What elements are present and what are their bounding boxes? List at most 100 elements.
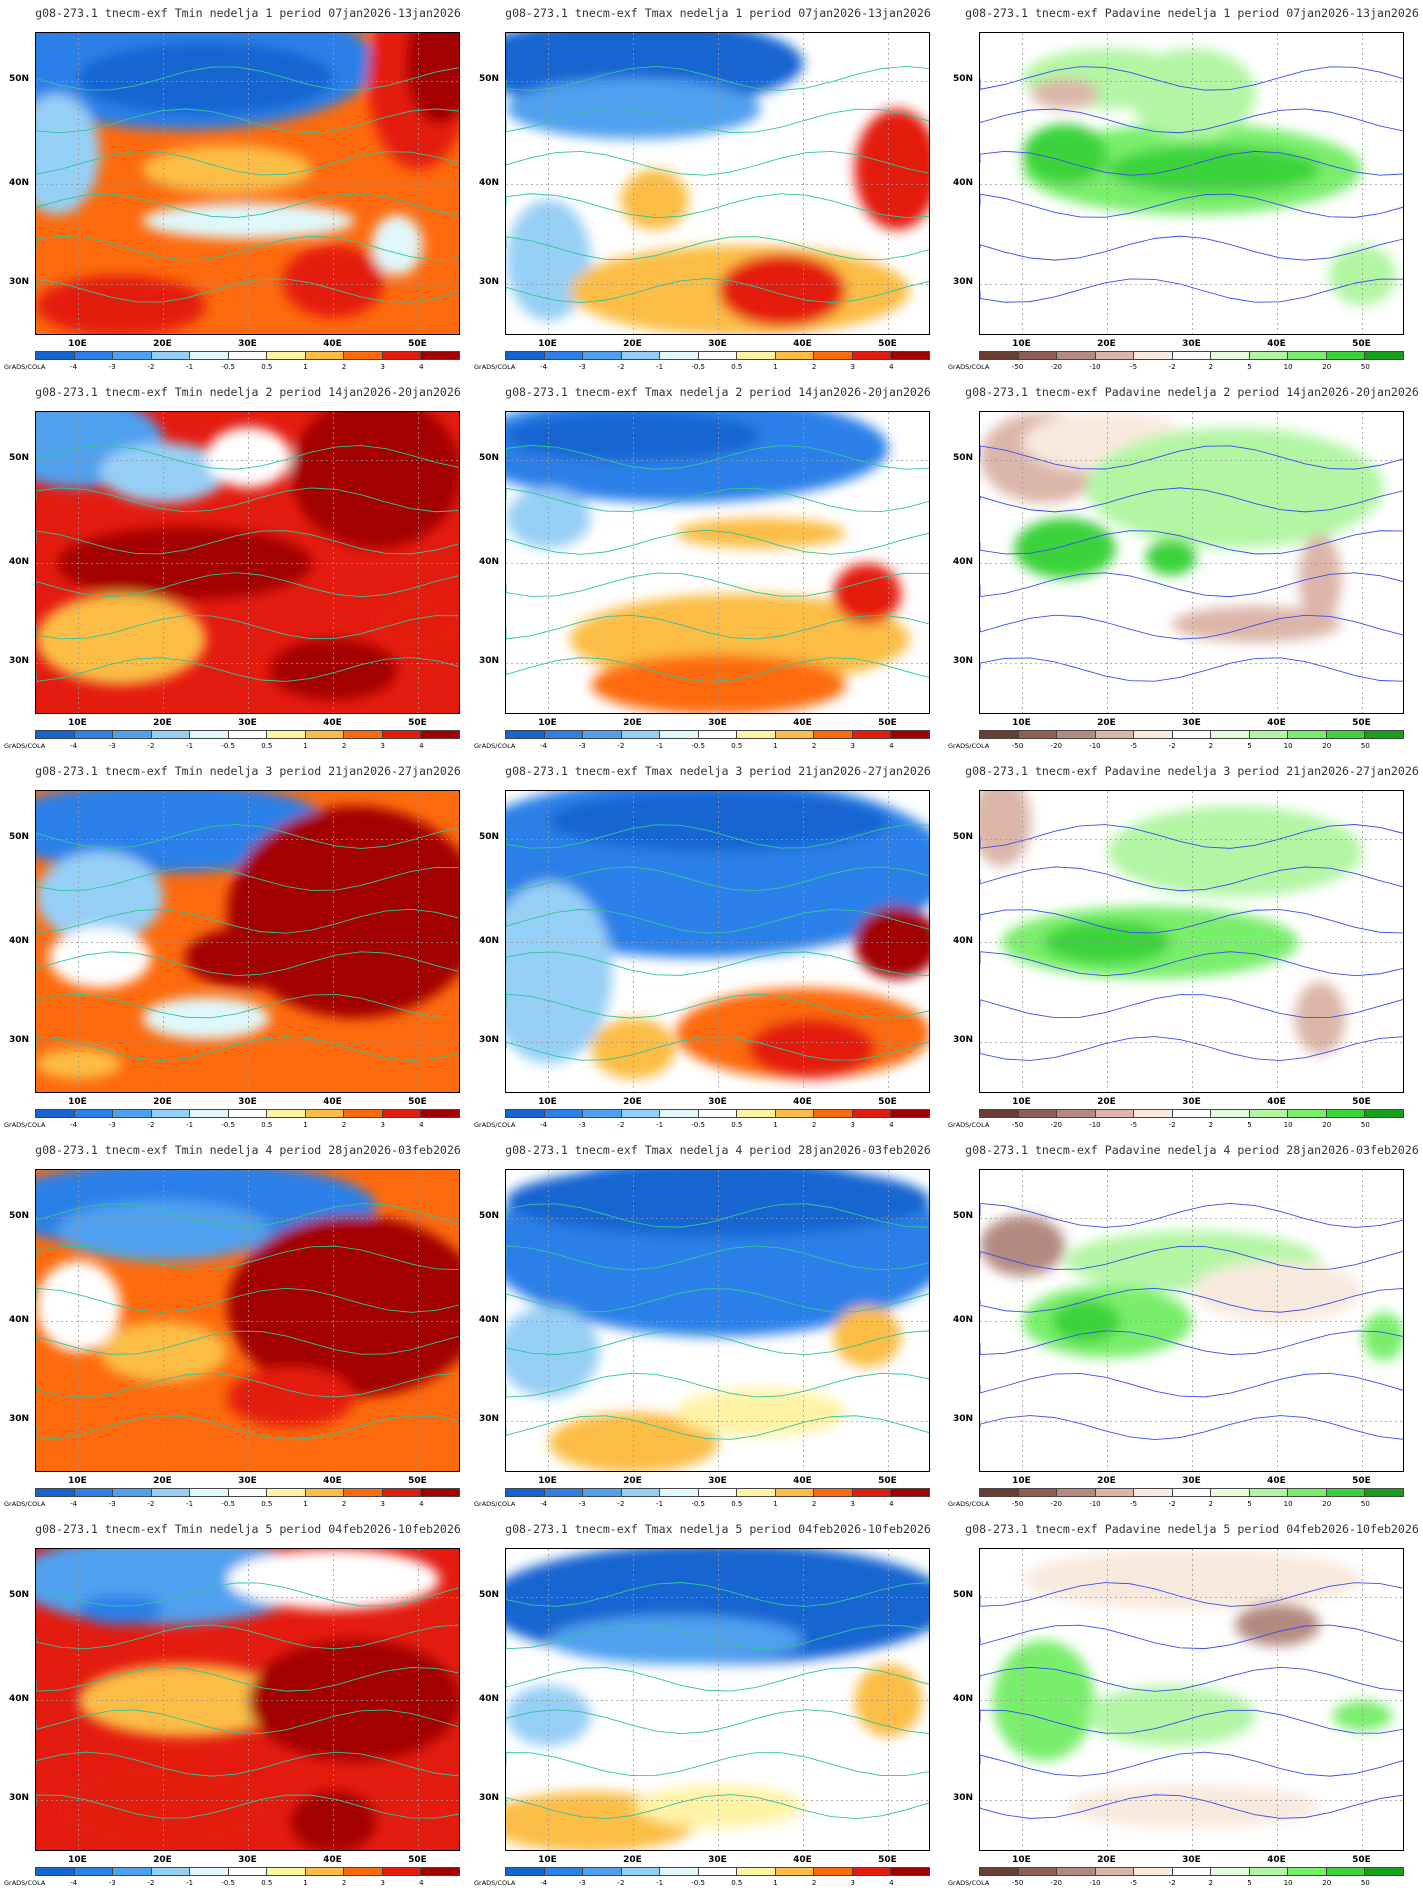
longitude-label: 30E [238, 1855, 257, 1865]
panel-title: g08-273.1 tnecm-exf Padavine nedelja 5 p… [965, 1522, 1418, 1536]
colorbar-label: -0.5 [691, 742, 706, 750]
anomaly-region [78, 42, 334, 115]
map-field [979, 411, 1404, 714]
anomaly-region [1171, 605, 1342, 643]
colorbar-label: 0.5 [261, 1500, 273, 1508]
colorbar-label: 1 [303, 742, 308, 750]
colorbar-label: -4 [70, 742, 78, 750]
anomaly-map [505, 1169, 930, 1472]
colorbar-swatch [1326, 352, 1366, 359]
contour-line [36, 1036, 459, 1062]
colorbar-label: -10 [1089, 1500, 1101, 1508]
latitude-label: 40N [479, 556, 500, 567]
map-panel: g08-273.1 tnecm-exf Tmin nedelja 1 perio… [0, 0, 474, 379]
contour-line [36, 1372, 459, 1398]
grads-credit: GrADS/COLA [4, 1879, 46, 1887]
contour-line [36, 951, 459, 977]
colorbar-swatch [1288, 1110, 1327, 1117]
contour-line [506, 1709, 929, 1735]
grads-credit: GrADS/COLA [948, 742, 990, 750]
latitude-label: 50N [479, 832, 500, 843]
colorbar-swatch [421, 1489, 460, 1496]
colorbar-swatch [382, 1489, 422, 1496]
colorbar-swatch [621, 731, 661, 738]
map-panel: g08-273.1 tnecm-exf Tmax nedelja 5 perio… [470, 1516, 944, 1895]
longitude-label: 10E [1012, 1097, 1031, 1107]
anomaly-map [35, 411, 460, 714]
colorbar-swatch [980, 1489, 1019, 1496]
colorbar-label: 1 [773, 1879, 778, 1887]
colorbar-swatch [506, 1489, 545, 1496]
colorbar-swatch [1172, 731, 1212, 738]
colorbar-label: 50 [1360, 1121, 1370, 1129]
colorbar-swatch [814, 731, 853, 738]
contour-line [980, 1794, 1403, 1819]
colorbar-label: 1 [773, 742, 778, 750]
latitude-label: 30N [953, 1414, 974, 1425]
colorbar-swatch [74, 1489, 114, 1496]
latitude-label: 40N [953, 177, 974, 188]
colorbar-swatch [814, 352, 853, 359]
colorbar-swatch [852, 1868, 892, 1875]
colorbar-swatch [267, 731, 306, 738]
colorbar-label: 5 [1247, 1500, 1252, 1508]
latitude-label: 50N [953, 74, 974, 85]
latitude-label: 30N [9, 1793, 30, 1804]
panel-title: g08-273.1 tnecm-exf Tmin nedelja 5 perio… [35, 1522, 461, 1536]
colorbar [979, 1109, 1404, 1118]
colorbar-swatch [1326, 731, 1366, 738]
colorbar-swatch [852, 731, 892, 738]
colorbar-swatch [421, 1868, 460, 1875]
colorbar-swatch [1018, 1110, 1058, 1117]
colorbar-label: -4 [70, 363, 78, 371]
contour-line [980, 951, 1403, 977]
colorbar-swatch [1095, 1110, 1135, 1117]
contour-line [506, 866, 929, 892]
grads-credit: GrADS/COLA [948, 1879, 990, 1887]
colorbar-label: 2 [341, 742, 347, 750]
anomaly-region [548, 1615, 804, 1665]
latitude-label: 30N [479, 1035, 500, 1046]
map-panel: g08-273.1 tnecm-exf Tmax nedelja 3 perio… [470, 758, 944, 1137]
colorbar-swatch [1018, 352, 1058, 359]
longitude-label: 50E [1352, 1097, 1371, 1107]
map-panel: g08-273.1 tnecm-exf Padavine nedelja 2 p… [944, 379, 1418, 758]
colorbar-swatch [421, 1110, 460, 1117]
longitude-label: 50E [408, 1855, 427, 1865]
colorbar-swatch [344, 731, 383, 738]
colorbar-swatch [1365, 1110, 1404, 1117]
colorbar-label: -5 [1130, 1879, 1138, 1887]
contour-line [506, 1667, 929, 1692]
colorbar-label: -1 [656, 1121, 664, 1129]
longitude-label: 50E [408, 339, 427, 349]
latitude-label: 30N [9, 1035, 30, 1046]
colorbar-swatch [1326, 1868, 1366, 1875]
longitude-label: 50E [878, 718, 897, 728]
colorbar-label: -10 [1089, 1121, 1101, 1129]
colorbar-label: -1 [656, 1879, 664, 1887]
colorbar-label: -1 [186, 742, 194, 750]
contour-line [980, 1751, 1403, 1777]
colorbar-label: -0.5 [691, 1500, 706, 1508]
map-field [35, 1548, 460, 1851]
colorbar-swatch [267, 1110, 306, 1117]
contour-line [980, 66, 1403, 91]
colorbar-label: 2 [1208, 1500, 1214, 1508]
longitude-label: 50E [408, 718, 427, 728]
colorbar-swatch [737, 352, 776, 359]
anomaly-region [854, 108, 929, 230]
longitude-label: 40E [793, 339, 812, 349]
colorbar-label: -4 [70, 1879, 78, 1887]
colorbar-label: 2 [341, 1500, 347, 1508]
colorbar-label: -1 [656, 742, 664, 750]
longitude-label: 10E [538, 1855, 557, 1865]
latitude-label: 30N [953, 1793, 974, 1804]
longitude-label: 50E [408, 1097, 427, 1107]
anomaly-region [78, 1664, 291, 1737]
contour-line [36, 278, 459, 303]
panel-title: g08-273.1 tnecm-exf Padavine nedelja 1 p… [965, 6, 1418, 20]
colorbar-label: 1 [773, 363, 778, 371]
contour-line [506, 278, 929, 304]
contour-line [506, 1036, 929, 1061]
contour-line [36, 151, 459, 176]
